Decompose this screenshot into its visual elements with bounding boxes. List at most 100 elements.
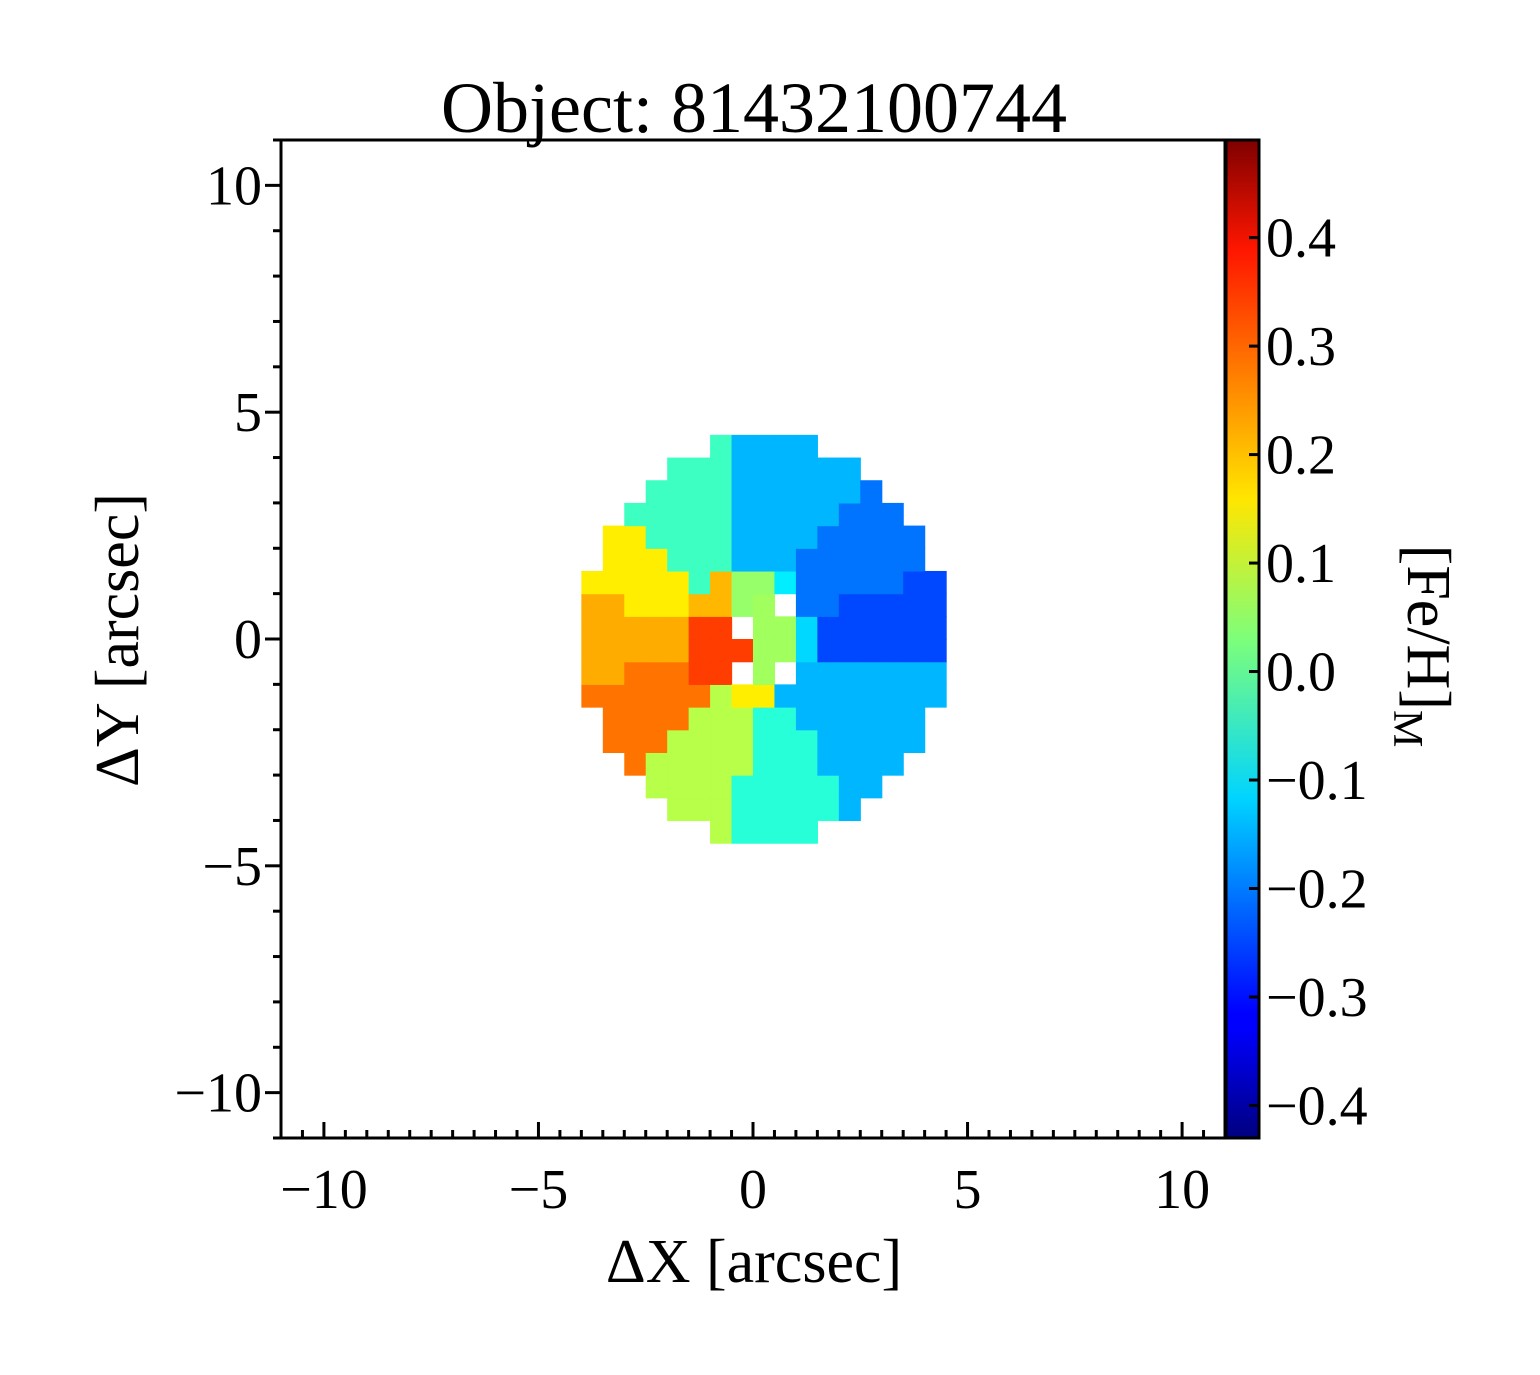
spaxel-upper-left-yellow <box>645 548 668 572</box>
spaxel-left-amber <box>581 616 604 640</box>
spaxel-bottom-left-lightgreen <box>667 775 690 799</box>
spaxel-center-green <box>774 639 797 663</box>
spaxel-bottom-cyan-green <box>731 820 754 844</box>
spaxel-lower-left-orange <box>688 684 711 708</box>
spaxel-upper-right-blue <box>795 548 818 572</box>
spaxel-top-right-lightblue <box>795 502 818 527</box>
spaxel-lower-right-lightblue <box>838 707 861 731</box>
spaxel-inner-left-orange <box>688 639 711 663</box>
spaxel-upper-right-blue <box>838 525 861 549</box>
y-tick-label: −5 <box>202 836 262 898</box>
spaxel-inner-yellow <box>731 684 754 708</box>
y-tick-label: 5 <box>234 382 262 444</box>
spaxel-bottom-left-lightgreen <box>710 684 733 708</box>
spaxel-upper-right-blue <box>903 525 926 549</box>
spaxel-bottom-cyan-green <box>774 707 797 731</box>
spaxel-lower-right-lightblue <box>860 729 883 754</box>
spaxel-top-right-lightblue <box>774 434 797 459</box>
spaxel-lower-right-lightblue <box>795 684 818 708</box>
spaxel-center-green <box>774 616 797 640</box>
spaxel-top-left-cyan <box>688 457 711 481</box>
spaxel-top-right-lightblue <box>795 434 818 459</box>
spaxel-top-right-lightblue <box>795 480 818 504</box>
spaxel-bottom-left-lightgreen <box>710 797 733 822</box>
spaxel-upper-right-blue <box>817 548 840 572</box>
spaxel-right-darkblue <box>903 593 926 617</box>
spaxel-right-darkblue <box>860 616 883 640</box>
spaxel-right-darkblue <box>924 570 947 595</box>
spaxel-top-right-lightblue <box>817 457 840 481</box>
spaxel-bottom-left-lightgreen <box>710 752 733 776</box>
x-tick-label: 10 <box>1154 1159 1210 1221</box>
spaxel-inner-green <box>753 570 776 595</box>
spaxel-lower-right-lightblue <box>795 707 818 731</box>
spaxel-bottom-left-lightgreen <box>688 797 711 822</box>
spaxel-lower-left-orange <box>645 661 668 685</box>
colorbar-label-subscript: M <box>1384 710 1430 747</box>
spaxel-upper-right-blue <box>860 548 883 572</box>
spaxel-upper-left-yellow <box>645 570 668 595</box>
spaxel-inner-yellow <box>753 684 776 708</box>
spaxel-upper-right-blue <box>860 480 883 504</box>
spaxel-top-right-lightblue <box>753 480 776 504</box>
spaxel-top-right-lightblue <box>753 525 776 549</box>
spaxel-upper-right-blue <box>881 502 904 527</box>
spaxel-lower-right-lightblue <box>838 729 861 754</box>
spaxel-top-right-lightblue <box>838 457 861 481</box>
spaxel-upper-right-blue <box>838 548 861 572</box>
spaxel-right-darkblue <box>860 593 883 617</box>
spaxel-right-darkblue <box>881 639 904 663</box>
spaxel-lower-left-orange <box>645 684 668 708</box>
spaxel-lower-right-lightblue <box>838 684 861 708</box>
spaxel-bottom-cyan-green <box>774 752 797 776</box>
spaxel-bottom-cyan-green <box>731 797 754 822</box>
spaxel-top-right-lightblue <box>795 525 818 549</box>
spaxel-upper-left-yellow <box>602 525 625 549</box>
spaxel-left-amber <box>645 639 668 663</box>
spaxel-right-darkblue <box>903 639 926 663</box>
spaxel-top-right-lightblue <box>774 548 797 572</box>
spaxel-lower-right-lightblue <box>860 775 883 799</box>
spaxel-upper-left-yellow <box>624 525 647 549</box>
spaxel-top-right-lightblue <box>795 457 818 481</box>
spaxel-inner-left-orange <box>710 639 733 663</box>
spaxel-top-left-cyan <box>710 480 733 504</box>
spaxel-top-left-cyan <box>710 525 733 549</box>
spaxel-lower-right-lightblue <box>881 661 904 685</box>
spaxel-upper-right-blue <box>838 502 861 527</box>
colorbar-label: [Fe/H]M <box>1384 545 1462 748</box>
spaxel-top-right-lightblue <box>753 457 776 481</box>
spaxel-right-darkblue <box>881 616 904 640</box>
spaxel-bottom-cyan-green <box>817 797 840 822</box>
spaxel-lower-right-lightblue <box>838 775 861 799</box>
spaxel-bottom-left-lightgreen <box>710 707 733 731</box>
spaxel-lower-right-lightblue <box>860 684 883 708</box>
spaxel-lower-right-lightblue <box>860 707 883 731</box>
y-axis-label: ΔY [arcsec] <box>84 493 152 787</box>
spaxel-bottom-cyan-green <box>774 797 797 822</box>
spaxel-lower-right-lightblue <box>903 661 926 685</box>
y-tick-label: 10 <box>206 155 262 217</box>
spaxel-right-darkblue <box>924 616 947 640</box>
spaxel-bottom-left-lightgreen <box>710 729 733 754</box>
spaxel-upper-right-blue <box>795 570 818 595</box>
spaxel-bottom-cyan-green <box>753 797 776 822</box>
spaxel-lower-right-lightblue <box>817 729 840 754</box>
spaxel-lower-right-lightblue <box>838 661 861 685</box>
spaxel-bottom-left-lightgreen <box>667 797 690 822</box>
spaxel-top-left-cyan <box>667 480 690 504</box>
spaxel-inner-green <box>731 570 754 595</box>
spaxel-lower-left-orange <box>667 661 690 685</box>
colorbar-tick-label: 0.0 <box>1266 642 1336 704</box>
svg-text:[Fe/H]M: [Fe/H]M <box>1384 545 1462 748</box>
spaxel-lower-left-orange <box>624 752 647 776</box>
spaxel-inner-left-orange <box>688 616 711 640</box>
spaxel-bottom-cyan-green <box>795 797 818 822</box>
spaxel-top-left-cyan <box>667 457 690 481</box>
x-tick-label: 5 <box>954 1159 982 1221</box>
spaxel-bottom-cyan-green <box>774 820 797 844</box>
spaxel-bottom-left-lightgreen <box>710 775 733 799</box>
spaxel-bottom-cyan-green <box>753 707 776 731</box>
spaxel-top-right-lightblue <box>817 502 840 527</box>
